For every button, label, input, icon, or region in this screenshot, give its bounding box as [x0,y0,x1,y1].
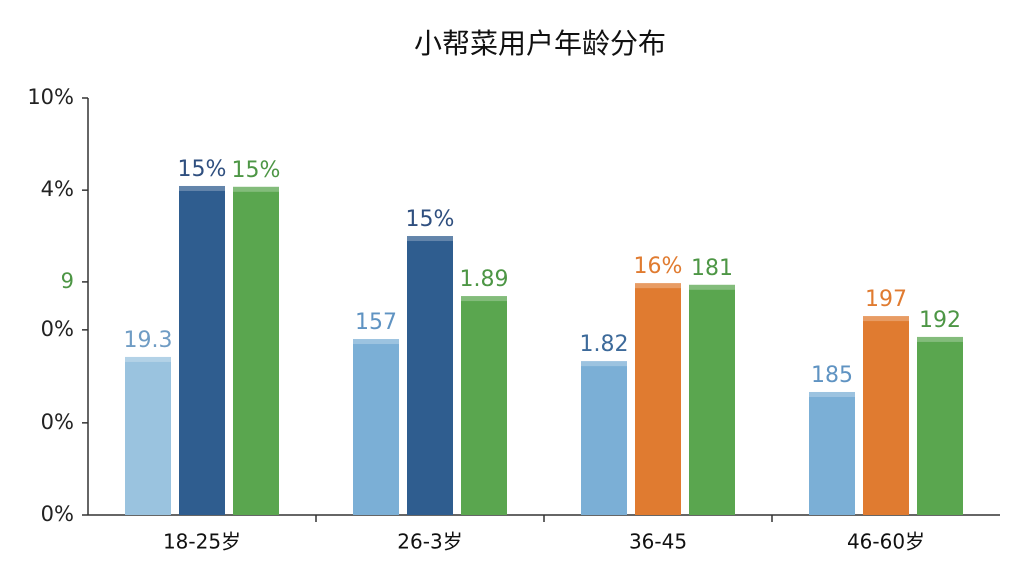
y-tick-label: 10% [27,85,74,109]
data-label: 185 [811,363,853,388]
bar-highlight [179,185,225,191]
bar [233,186,279,516]
y-tick-label: 0% [41,317,74,341]
bar [407,236,453,516]
data-label: 1.82 [580,332,629,357]
bar [809,391,855,515]
data-label: 197 [865,287,907,312]
chart-title: 小帮菜用户年龄分布 [414,27,666,60]
x-tick-label: 46-60岁 [847,530,925,554]
data-label: 181 [691,256,733,281]
bar [863,316,909,515]
bar-highlight [407,236,453,242]
bar-highlight [689,284,735,290]
bar-highlight [635,283,681,289]
bar [125,356,171,515]
y-tick-label: 9 [61,269,74,293]
bar-highlight [581,361,627,367]
bar-highlight [461,296,507,302]
data-label: 15% [232,158,281,183]
y-tick-label: 0% [41,502,74,526]
bar-highlight [863,316,909,322]
bar-highlight [233,186,279,192]
bar-highlight [809,391,855,397]
y-tick-label: 0% [41,410,74,434]
data-label: 1.89 [460,267,509,292]
data-label: 15% [178,157,227,182]
bar-highlight [353,339,399,345]
bar [179,185,225,515]
bar-highlight [917,336,963,342]
data-label: 15% [406,207,455,232]
x-tick-label: 26-3岁 [397,530,462,554]
bar-highlight [125,356,171,362]
bar [917,336,963,515]
y-tick-label: 4% [41,177,74,201]
data-label: 157 [355,310,397,335]
bar [581,361,627,515]
bar [353,339,399,515]
data-label: 192 [919,308,961,333]
data-label: 16% [634,254,683,279]
bar [461,296,507,515]
x-tick-label: 36-45 [629,530,687,554]
data-label: 19.3 [124,328,173,353]
x-tick-label: 18-25岁 [163,530,241,554]
bar [689,284,735,515]
bar [635,283,681,515]
